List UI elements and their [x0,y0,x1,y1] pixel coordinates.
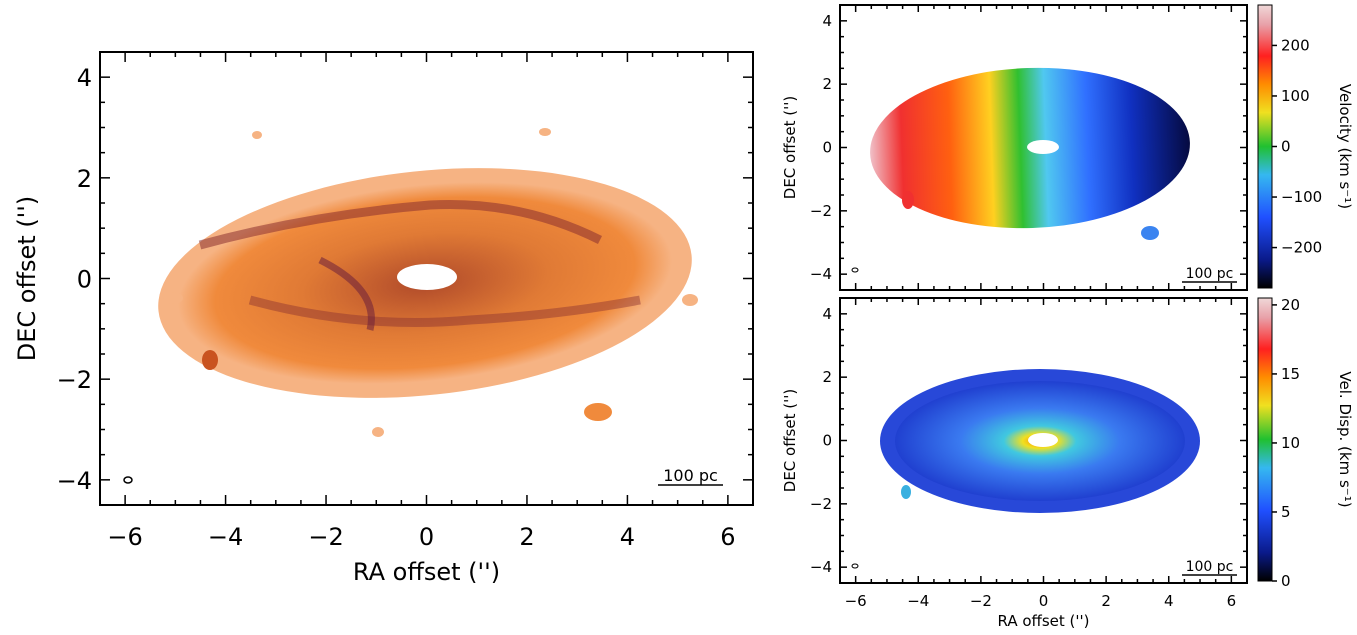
colorbar-tick-label: 20 [1281,296,1300,314]
y-tick-label: 0 [77,266,92,294]
colorbar-velocity: 200 100 0 −100 −200 Velocity (km s⁻¹) [1257,4,1354,289]
intensity-panel [123,128,698,484]
scale-bar-label: 100 pc [1186,266,1234,282]
axes-velocity: −4 −2 0 2 4 DEC offset ('') 100 pc [781,4,1248,291]
colorbar-tick-label: 0 [1281,572,1291,590]
y-tick-label: −4 [57,467,92,495]
scale-bar-label: 100 pc [663,466,718,485]
colorbar-label: Velocity (km s⁻¹) [1336,84,1354,209]
colorbar-tick-label: 5 [1281,503,1291,521]
y-tick-label: 2 [822,75,832,93]
colorbar-tick-label: 10 [1281,434,1300,452]
x-tick-label: −4 [208,523,243,551]
velocity-map [851,67,1190,273]
x-tick-label: 0 [419,523,434,551]
y-axis-label: DEC offset ('') [781,389,799,492]
x-tick-label: −6 [845,592,867,610]
colorbar-label: Vel. Disp. (km s⁻¹) [1336,371,1354,507]
x-tick-label: −2 [308,523,343,551]
x-tick-label: 4 [1164,592,1174,610]
y-tick-label: 2 [822,368,832,386]
colorbar-tick-label: 100 [1281,87,1310,105]
x-tick-label: 6 [1227,592,1237,610]
y-tick-label: 0 [822,432,832,450]
x-tick-label: 2 [519,523,534,551]
y-tick-label: 4 [77,64,92,92]
dispersion-map [851,369,1200,569]
axes-velocity-dispersion: −6 −4 −2 0 2 4 6 −4 −2 0 2 4 RA offset ('') DEC offse… [781,297,1248,630]
dispersion-colorbar [1258,298,1272,581]
y-axis-label: DEC offset ('') [13,196,41,361]
scale-bar-label: 100 pc [1186,559,1234,575]
colorbar-velocity-dispersion: 20 15 10 5 0 Vel. Disp. (km s⁻¹) [1257,296,1354,590]
colorbar-tick-label: 15 [1281,365,1300,383]
x-axis-label: RA offset ('') [998,612,1090,630]
x-tick-label: 2 [1101,592,1111,610]
axes-integrated-intensity: −6 −4 −2 0 2 4 6 −4 −2 0 2 4 RA offset ('') DEC offse… [13,51,754,586]
x-tick-label: −2 [970,592,992,610]
y-tick-label: −4 [810,558,832,576]
y-tick-label: 0 [822,139,832,157]
dispersion-panel [851,369,1200,569]
y-axis-label: DEC offset ('') [781,96,799,199]
x-tick-label: 0 [1039,592,1049,610]
x-tick-label: −4 [907,592,929,610]
y-tick-label: 4 [822,305,832,323]
x-tick-label: 6 [720,523,735,551]
x-tick-label: −6 [107,523,142,551]
x-tick-label: 4 [620,523,635,551]
colorbar-frame [1257,297,1273,582]
y-tick-label: −4 [810,265,832,283]
y-tick-label: 4 [822,12,832,30]
colorbar-tick-label: 200 [1281,36,1310,54]
colorbar-tick-label: −200 [1281,239,1322,257]
y-tick-label: −2 [57,366,92,394]
y-tick-label: −2 [810,495,832,513]
x-axis-label: RA offset ('') [353,558,500,586]
velocity-panel [851,67,1190,273]
intensity-map [123,128,698,484]
y-tick-label: 2 [77,165,92,193]
y-tick-label: −2 [810,202,832,220]
colorbar-tick-label: 0 [1281,138,1291,156]
colorbar-tick-label: −100 [1281,188,1322,206]
velocity-colorbar [1258,5,1272,288]
